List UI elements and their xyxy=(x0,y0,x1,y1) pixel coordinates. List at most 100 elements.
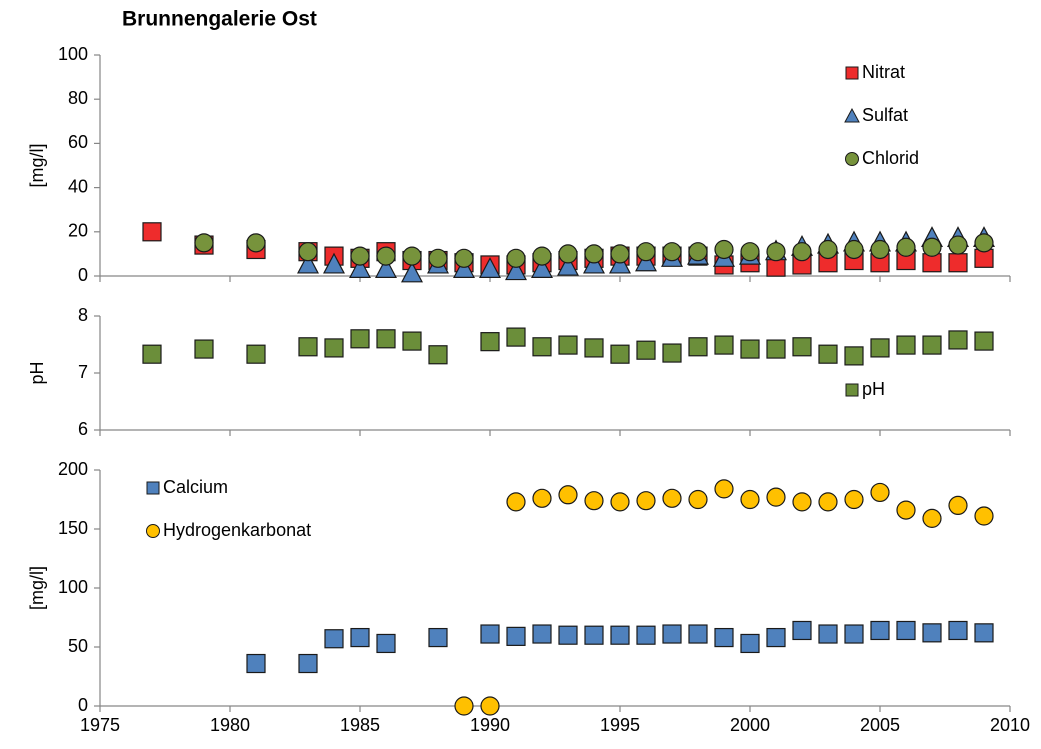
marker xyxy=(948,620,968,641)
y-tick-label: 0 xyxy=(78,265,88,285)
legend-marker xyxy=(845,152,859,166)
marker xyxy=(557,254,579,276)
marker xyxy=(714,479,734,499)
marker xyxy=(714,335,734,355)
marker xyxy=(324,629,344,649)
legend-label: pH xyxy=(862,379,885,399)
marker xyxy=(870,239,890,260)
marker xyxy=(298,242,318,262)
marker xyxy=(948,235,968,255)
marker xyxy=(376,329,396,349)
marker xyxy=(896,237,916,257)
marker xyxy=(454,696,474,716)
marker xyxy=(896,500,916,520)
y-tick-label: 7 xyxy=(78,362,88,382)
marker xyxy=(532,488,552,508)
marker xyxy=(349,257,371,278)
marker xyxy=(558,625,578,645)
marker xyxy=(766,339,786,359)
marker xyxy=(532,246,552,266)
y-tick-label: 60 xyxy=(68,132,88,152)
marker xyxy=(844,239,864,260)
marker xyxy=(246,653,266,674)
marker xyxy=(740,339,760,359)
y-tick-label: 20 xyxy=(68,221,88,241)
legend-marker xyxy=(844,107,860,123)
marker xyxy=(246,344,266,364)
marker xyxy=(505,259,527,281)
marker xyxy=(844,489,864,510)
x-tick-label: 2000 xyxy=(730,715,770,735)
marker xyxy=(584,491,604,511)
legend-label: Chlorid xyxy=(862,148,919,168)
marker xyxy=(298,653,318,674)
marker xyxy=(922,508,942,528)
marker xyxy=(506,626,526,646)
y-tick-label: 8 xyxy=(78,305,88,325)
marker xyxy=(350,627,370,648)
legend-label: Hydrogenkarbonat xyxy=(163,520,311,540)
marker xyxy=(375,257,397,278)
marker xyxy=(870,338,890,358)
marker xyxy=(818,239,838,260)
marker xyxy=(818,344,838,364)
marker xyxy=(662,343,682,363)
marker xyxy=(870,620,890,641)
marker xyxy=(480,332,500,352)
y-tick-label: 0 xyxy=(78,695,88,715)
x-tick-label: 1980 xyxy=(210,715,250,735)
marker xyxy=(922,623,942,643)
legend-marker xyxy=(845,66,859,80)
marker xyxy=(948,253,968,273)
marker xyxy=(948,330,968,350)
marker xyxy=(818,492,838,512)
marker xyxy=(740,489,760,510)
y-tick-label: 50 xyxy=(68,636,88,656)
marker xyxy=(896,335,916,355)
marker xyxy=(610,344,630,364)
x-tick-label: 2005 xyxy=(860,715,900,735)
marker xyxy=(323,252,345,274)
marker xyxy=(896,620,916,641)
marker xyxy=(948,495,968,515)
marker xyxy=(584,625,604,645)
marker xyxy=(531,257,553,278)
marker xyxy=(974,331,994,351)
marker xyxy=(766,487,786,507)
y-tick-label: 150 xyxy=(58,518,88,538)
marker xyxy=(792,242,812,262)
marker xyxy=(401,261,423,283)
marker xyxy=(714,627,734,648)
legend-marker xyxy=(146,524,160,538)
legend-label: Calcium xyxy=(163,477,228,497)
marker xyxy=(792,337,812,357)
marker xyxy=(402,331,422,351)
y-tick-label: 6 xyxy=(78,419,88,439)
marker xyxy=(714,239,734,260)
marker xyxy=(818,624,838,644)
marker xyxy=(454,248,474,268)
marker xyxy=(297,252,319,274)
marker xyxy=(246,233,266,253)
marker xyxy=(688,489,708,510)
marker xyxy=(662,624,682,644)
marker xyxy=(350,329,370,349)
marker xyxy=(428,248,448,268)
marker xyxy=(584,244,604,264)
marker xyxy=(974,233,994,253)
marker xyxy=(974,506,994,526)
y-tick-label: 200 xyxy=(58,459,88,479)
marker xyxy=(402,246,422,266)
marker xyxy=(479,257,501,278)
marker xyxy=(792,492,812,512)
y-axis-label: pH xyxy=(27,361,47,384)
marker xyxy=(922,237,942,257)
marker xyxy=(532,624,552,644)
marker xyxy=(844,346,864,366)
marker xyxy=(636,242,656,262)
y-tick-label: 40 xyxy=(68,176,88,196)
marker xyxy=(506,327,526,347)
marker xyxy=(558,244,578,264)
marker xyxy=(194,339,214,359)
